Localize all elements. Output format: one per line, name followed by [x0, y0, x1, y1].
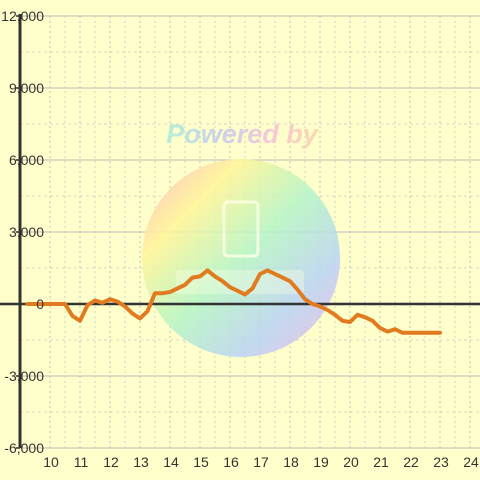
- x-tick-label: 11: [74, 454, 89, 470]
- series: [25, 268, 442, 335]
- y-tick-label: 12,000: [1, 8, 44, 24]
- x-tick-label: 18: [283, 454, 299, 470]
- x-tick-label: 15: [193, 454, 209, 470]
- y-tick-label: -6,000: [4, 440, 44, 456]
- y-tick-label: 0: [36, 296, 44, 312]
- x-tick-label: 22: [403, 454, 419, 470]
- x-tick-label: 10: [43, 454, 59, 470]
- x-tick-label: 12: [103, 454, 119, 470]
- watermark-phone-shape: [222, 200, 260, 258]
- x-tick-label: 13: [133, 454, 149, 470]
- x-tick-label: 24: [463, 454, 479, 470]
- y-tick-label: 9,000: [9, 80, 44, 96]
- axes: [0, 14, 480, 449]
- tick-labels: -6,000 -3,000 0 3,000 6,000 9,000 12,000 10 11 12…: [1, 8, 479, 470]
- watermark-disc: [142, 159, 340, 357]
- watermark-text: Powered by: [166, 119, 320, 149]
- y-tick-label: 6,000: [9, 152, 44, 168]
- x-tick-label: 17: [253, 454, 269, 470]
- x-tick-label: 21: [373, 454, 389, 470]
- y-tick-label: 3,000: [9, 224, 44, 240]
- x-tick-label: 19: [313, 454, 329, 470]
- x-tick-label: 23: [433, 454, 449, 470]
- x-tick-label: 20: [343, 454, 359, 470]
- watermark-logo: Powered by: [142, 119, 340, 357]
- series-line: [25, 268, 442, 335]
- x-tick-label: 14: [163, 454, 179, 470]
- y-tick-label: -3,000: [4, 368, 44, 384]
- watermark-bar-shape: [176, 270, 304, 294]
- x-tick-label: 16: [223, 454, 239, 470]
